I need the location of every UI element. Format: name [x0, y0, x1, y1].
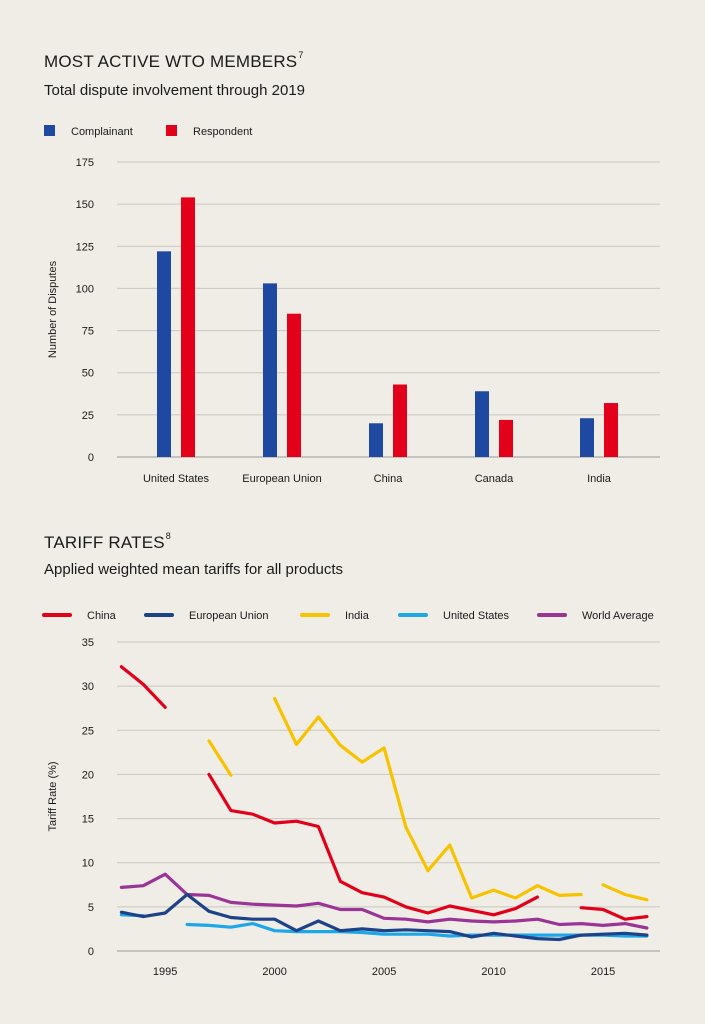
bar — [499, 419, 513, 457]
bar — [181, 197, 195, 457]
bar-chart-title-footnote: 7 — [298, 50, 304, 60]
legend-label: India — [345, 610, 370, 622]
bar-chart: 0 25 50 75 100 125 150 175 Number of Disputes Com… — [44, 125, 660, 485]
y-axis-label: Tariff Rate (%) — [47, 761, 59, 831]
y-tick-label: 75 — [82, 326, 94, 338]
y-tick-label: 150 — [76, 199, 94, 211]
legend-label: China — [87, 610, 117, 622]
series-line — [207, 772, 540, 917]
legend-swatch — [44, 125, 55, 136]
series-line — [119, 872, 649, 930]
bar-chart-title: MOST ACTIVE WTO MEMBERS7 — [44, 50, 304, 72]
line-chart-title: TARIFF RATES8 — [44, 531, 171, 553]
bar — [475, 391, 489, 457]
bar-chart-subtitle: Total dispute involvement through 2019 — [44, 82, 306, 99]
x-tick-label: 2010 — [481, 966, 505, 978]
x-tick-label: 2005 — [372, 966, 396, 978]
y-tick-label: 25 — [82, 725, 94, 737]
y-tick-label: 15 — [82, 814, 94, 826]
bar — [604, 403, 618, 457]
x-tick-label: Canada — [475, 473, 514, 485]
legend-label: Respondent — [193, 126, 252, 138]
y-tick-label: 100 — [76, 283, 94, 295]
series-line — [579, 906, 649, 921]
line-chart: 0 5 10 15 20 25 30 35 1995 2000 2005 2010 2015 Tariff… — [42, 610, 660, 978]
legend-swatch — [166, 125, 177, 136]
legend-label: European Union — [189, 610, 269, 622]
bar — [580, 418, 594, 457]
series-line — [273, 696, 583, 900]
bar — [393, 384, 407, 457]
bar-chart-title-text: MOST ACTIVE WTO MEMBERS — [44, 52, 298, 71]
x-tick-label: 2000 — [262, 966, 286, 978]
series-line — [119, 892, 649, 942]
line-chart-title-footnote: 8 — [165, 531, 171, 541]
y-tick-label: 125 — [76, 241, 94, 253]
x-tick-label: European Union — [242, 473, 322, 485]
x-tick-label: 2015 — [591, 966, 615, 978]
legend-label: World Average — [582, 610, 654, 622]
legend-label: Complainant — [71, 126, 133, 138]
y-tick-label: 175 — [76, 157, 94, 169]
y-tick-label: 0 — [88, 452, 94, 464]
x-tick-label: United States — [143, 473, 210, 485]
y-axis-label: Number of Disputes — [47, 260, 59, 358]
legend-label: United States — [443, 610, 510, 622]
y-tick-label: 50 — [82, 368, 94, 380]
series-line — [207, 739, 233, 777]
y-tick-label: 30 — [82, 681, 94, 693]
line-chart-title-text: TARIFF RATES — [44, 533, 165, 552]
y-tick-label: 35 — [82, 637, 94, 649]
series-line — [185, 922, 649, 938]
x-tick-label: 1995 — [153, 966, 177, 978]
line-chart-subtitle: Applied weighted mean tariffs for all pr… — [44, 561, 344, 578]
x-tick-label: China — [374, 473, 404, 485]
bar — [263, 283, 277, 457]
y-tick-label: 10 — [82, 858, 94, 870]
series-line — [119, 665, 167, 709]
bar — [369, 423, 383, 457]
y-tick-label: 20 — [82, 769, 94, 781]
x-tick-label: India — [587, 473, 612, 485]
series-line — [601, 883, 649, 902]
y-tick-label: 25 — [82, 410, 94, 422]
bar — [287, 313, 301, 457]
bar — [157, 251, 171, 457]
y-tick-label: 0 — [88, 946, 94, 958]
y-tick-label: 5 — [88, 902, 94, 914]
